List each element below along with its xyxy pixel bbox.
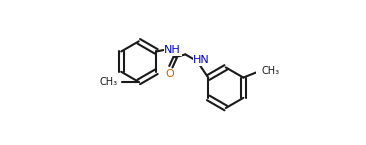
Text: O: O	[165, 69, 174, 79]
Text: CH₃: CH₃	[262, 66, 280, 76]
Text: HN: HN	[193, 55, 210, 65]
Text: NH: NH	[164, 45, 181, 55]
Text: CH₃: CH₃	[100, 77, 118, 87]
